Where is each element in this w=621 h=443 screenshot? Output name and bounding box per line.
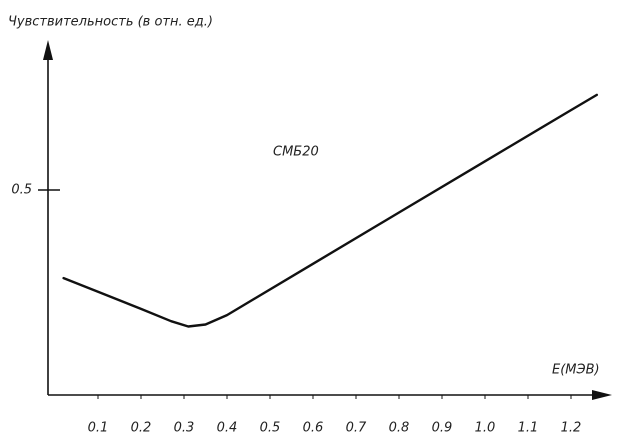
y-tick-label: 0.5 (11, 183, 32, 198)
x-axis-title: E(МЭВ) (552, 363, 600, 378)
x-tick-label: 0.6 (303, 421, 324, 436)
x-tick-label: 0.8 (389, 421, 410, 436)
x-tick-label: 0.7 (346, 421, 367, 436)
y-axis-title: Чувствительность (в отн. ед.) (8, 15, 213, 30)
data-line (62, 93, 598, 328)
x-tick-label: 0.5 (260, 421, 281, 436)
x-tick-label: 1.1 (518, 421, 539, 436)
x-tick-label: 0.9 (432, 421, 453, 436)
annotation: СМБ20 (273, 145, 319, 160)
x-tick-label: 0.3 (174, 421, 195, 436)
x-tick-label: 0.2 (131, 421, 152, 436)
x-axis-arrow (592, 390, 612, 400)
x-tick-label: 0.4 (217, 421, 238, 436)
x-tick-label: 1.0 (475, 421, 496, 436)
y-axis-arrow (43, 40, 53, 60)
x-tick-label: 0.1 (88, 421, 109, 436)
x-tick-label: 1.2 (561, 421, 582, 436)
